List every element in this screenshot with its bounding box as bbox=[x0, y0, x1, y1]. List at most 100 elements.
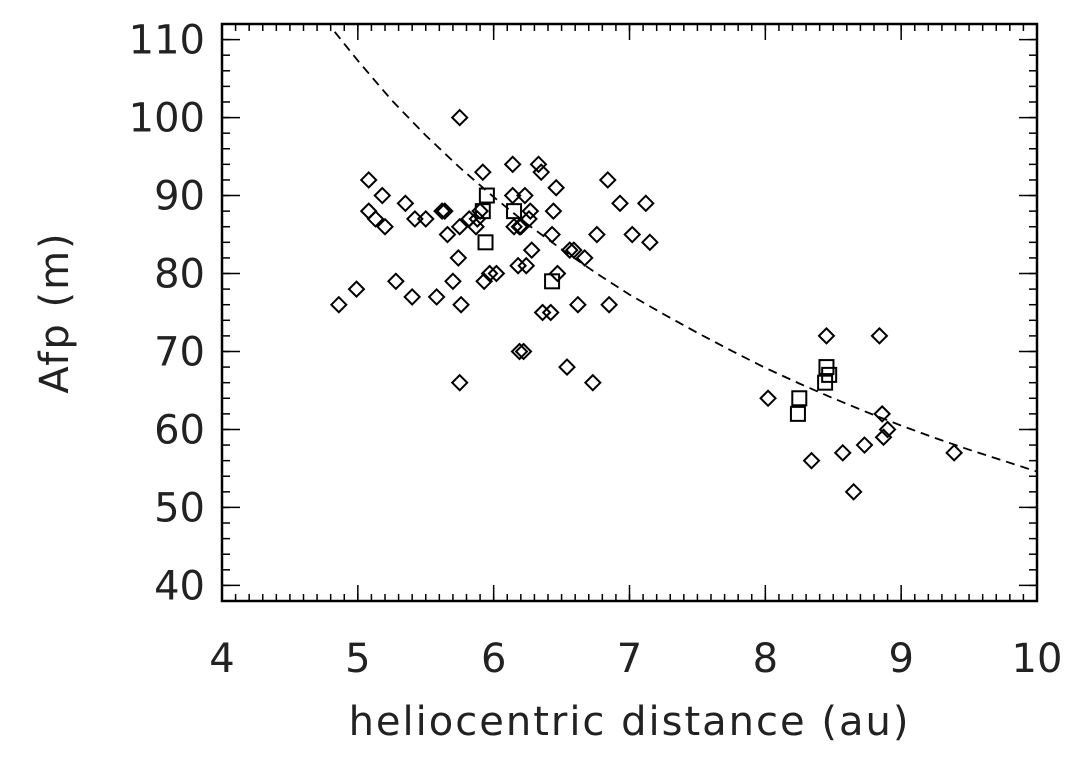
diamond-point bbox=[575, 249, 594, 267]
diamond-point bbox=[598, 171, 617, 189]
fit-curve-layer bbox=[333, 31, 1037, 473]
diamond-point bbox=[503, 186, 522, 205]
diamond-point bbox=[547, 178, 566, 197]
diamond-point bbox=[564, 241, 583, 260]
diamond-point bbox=[517, 256, 536, 275]
diamond-point bbox=[373, 186, 392, 205]
y-tick-label: 110 bbox=[129, 18, 205, 64]
diamond-point bbox=[833, 443, 852, 462]
diamond-point bbox=[544, 202, 563, 221]
y-tick-label: 40 bbox=[154, 563, 205, 609]
diamond-point bbox=[636, 194, 655, 213]
y-tick-label: 80 bbox=[154, 252, 205, 298]
x-tick-label: 8 bbox=[753, 636, 778, 682]
diamond-point bbox=[532, 163, 551, 182]
diamond-point bbox=[514, 342, 533, 361]
data-points bbox=[329, 108, 964, 501]
y-axis-label: Afp (m) bbox=[32, 231, 78, 393]
x-tick-label: 6 bbox=[481, 636, 506, 682]
diamond-point bbox=[543, 225, 561, 244]
x-tick-label: 5 bbox=[345, 636, 370, 682]
diamond-point bbox=[521, 202, 540, 221]
diamond-point bbox=[450, 373, 469, 392]
diamond-point bbox=[449, 249, 468, 267]
diamond-point bbox=[480, 264, 499, 283]
square-point bbox=[544, 273, 561, 290]
axis-ticks bbox=[221, 23, 1038, 602]
diamond-point bbox=[817, 326, 836, 345]
y-tick-label: 70 bbox=[154, 329, 205, 375]
diamond-point bbox=[855, 436, 874, 454]
diamond-point bbox=[802, 451, 821, 470]
diamond-point bbox=[844, 482, 863, 501]
diamond-point bbox=[475, 272, 494, 291]
diamond-point bbox=[403, 287, 422, 306]
y-tick-label: 50 bbox=[154, 485, 205, 531]
diamond-point bbox=[452, 295, 470, 314]
diamond-point bbox=[873, 404, 892, 423]
diamond-point bbox=[405, 210, 424, 228]
diamond-point bbox=[359, 202, 378, 221]
tick-labels: 4 5 6 7 8 9 10 40 50 60 70 80 90 100 110 bbox=[129, 18, 1063, 682]
diamond-point bbox=[505, 217, 523, 236]
diamond-point bbox=[510, 342, 529, 361]
diamond-point bbox=[640, 233, 659, 252]
square-point bbox=[506, 203, 523, 220]
diamond-point bbox=[509, 256, 528, 275]
diamond-point bbox=[435, 202, 454, 221]
y-tick-label: 90 bbox=[154, 174, 205, 220]
diamond-point bbox=[444, 272, 462, 291]
diamond-point bbox=[376, 217, 394, 236]
diamond-point bbox=[450, 108, 469, 127]
diamond-point bbox=[583, 373, 602, 392]
diamond-point bbox=[558, 358, 576, 376]
diamond-point bbox=[870, 326, 889, 345]
diamond-point bbox=[347, 280, 366, 299]
diamond-point bbox=[473, 163, 492, 182]
diamond-point bbox=[759, 389, 777, 408]
diamond-point bbox=[623, 225, 642, 244]
square-point bbox=[478, 187, 495, 204]
plot-frame bbox=[220, 22, 1039, 603]
diamond-point bbox=[396, 194, 415, 213]
diamond-point bbox=[467, 217, 485, 236]
diamond-point bbox=[945, 443, 964, 462]
diamond-point bbox=[529, 155, 548, 174]
diamond-point bbox=[366, 210, 385, 228]
diamond-point bbox=[438, 225, 457, 244]
diamond-point bbox=[611, 194, 629, 213]
diamond-point bbox=[541, 303, 560, 322]
diamond-point bbox=[487, 264, 506, 283]
diamond-point bbox=[427, 287, 446, 306]
diamond-point bbox=[600, 295, 619, 314]
diamond-point bbox=[587, 225, 606, 244]
diamond-point bbox=[560, 241, 579, 260]
y-tick-label: 100 bbox=[129, 96, 205, 142]
diamond-point bbox=[386, 272, 405, 291]
diamond-point bbox=[548, 264, 567, 283]
x-tick-label: 9 bbox=[888, 636, 913, 682]
diamond-point bbox=[329, 295, 348, 314]
square-point bbox=[789, 405, 806, 422]
diamond-point bbox=[522, 241, 541, 260]
square-point bbox=[791, 390, 808, 407]
y-tick-label: 60 bbox=[154, 407, 205, 453]
diamond-point bbox=[503, 155, 522, 174]
x-tick-label: 4 bbox=[209, 636, 234, 682]
diamond-point bbox=[515, 186, 534, 205]
diamond-point bbox=[568, 295, 587, 314]
diamond-point bbox=[433, 202, 451, 221]
diamond-point bbox=[520, 210, 538, 228]
diamond-point bbox=[533, 303, 552, 322]
square-point bbox=[477, 234, 494, 251]
square-point bbox=[474, 203, 491, 220]
diamond-point bbox=[416, 210, 435, 228]
square-point bbox=[821, 366, 838, 383]
x-tick-label: 7 bbox=[617, 636, 642, 682]
x-axis-label: heliocentric distance (au) bbox=[349, 699, 911, 745]
diamond-point bbox=[878, 420, 897, 439]
diamond-point bbox=[450, 217, 469, 236]
diamond-point bbox=[359, 171, 378, 189]
x-tick-label: 10 bbox=[1012, 636, 1063, 682]
